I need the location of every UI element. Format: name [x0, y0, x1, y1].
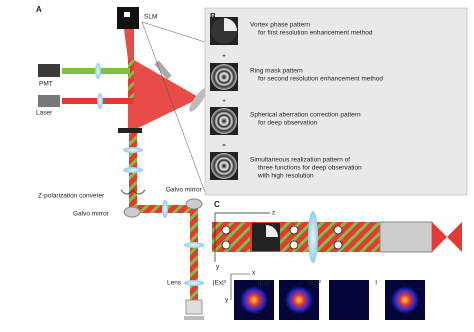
- objective: [379, 221, 433, 253]
- panel-c: C z y x y |Ex|² |Ey|² |Ez|² I: [212, 200, 462, 320]
- pattern-description: for second resolution enhancement method: [258, 76, 383, 83]
- pmt: [38, 64, 60, 77]
- panel-label: A: [36, 5, 42, 14]
- mirror: [154, 60, 172, 80]
- label: SLM: [144, 14, 157, 21]
- pattern-description: for deep observation: [258, 120, 318, 127]
- label: Galvo mirror: [166, 187, 203, 194]
- connector: [141, 21, 206, 43]
- galvo-mirror: [185, 198, 203, 210]
- laser: [38, 95, 60, 107]
- polarization-symbols: [221, 225, 343, 250]
- lens: [184, 280, 204, 286]
- field-spot: [391, 286, 419, 314]
- pattern-image: [211, 153, 237, 179]
- panel-label: B: [210, 12, 216, 21]
- pattern-image: [211, 108, 237, 134]
- label: PMT: [39, 81, 53, 88]
- field-label: |Ez|²: [308, 280, 322, 287]
- beam-mixed: [190, 205, 198, 300]
- axis-label: x: [252, 270, 256, 277]
- field-spot: [240, 286, 268, 314]
- panel-background: [204, 7, 468, 196]
- operator: +: [222, 98, 226, 105]
- pattern-description: with high resolution: [257, 173, 314, 180]
- lens: [184, 242, 204, 248]
- panel-label: C: [214, 200, 220, 209]
- pattern-description: three functions for deep observation: [258, 165, 362, 172]
- lens: [162, 200, 168, 218]
- pattern-title: Ring mask pattern: [250, 68, 303, 75]
- label: Z-polarization conveter: [38, 193, 105, 200]
- lens: [97, 93, 103, 109]
- lens: [95, 63, 101, 79]
- lens: [123, 147, 143, 153]
- mirror: [189, 88, 207, 112]
- connector: [141, 21, 206, 193]
- pattern-image: [224, 18, 237, 31]
- field-image: [329, 280, 369, 320]
- pattern-description: for first resolution enhancement method: [258, 30, 373, 37]
- operator: +: [222, 53, 226, 60]
- axis-label: y: [225, 297, 229, 304]
- beam-focus: [432, 222, 447, 252]
- slm-window: [124, 12, 130, 17]
- slm: [117, 7, 139, 29]
- objective: [185, 299, 203, 315]
- stage: [184, 316, 204, 320]
- field-label: I: [375, 280, 377, 287]
- lens: [308, 211, 318, 263]
- label: Laser: [36, 110, 53, 117]
- pattern-title: Vortex phase pattern: [250, 22, 310, 29]
- beam-focus: [447, 222, 462, 252]
- beam-mixed: [128, 60, 134, 100]
- galvo-mirror: [123, 206, 141, 218]
- pattern-title: Simultaneous realization pattern of: [250, 157, 350, 164]
- slm-pattern: [266, 225, 278, 237]
- beam-red: [124, 29, 200, 128]
- lens: [123, 167, 143, 173]
- panel-a: A SLM PMT Laser Z-polarization conveter …: [36, 5, 207, 320]
- z-converter: [120, 189, 146, 195]
- axis-label: y: [216, 264, 220, 271]
- dichroic: [118, 128, 142, 133]
- pattern-image: [211, 64, 237, 90]
- field-label: |Ex|²: [213, 280, 227, 287]
- field-label: |Ey|²: [258, 280, 272, 287]
- axis-label: z: [272, 210, 275, 217]
- operator: =: [222, 142, 226, 149]
- label: Lens: [167, 280, 182, 287]
- field-spot: [285, 286, 313, 314]
- label: Galvo mirror: [73, 211, 110, 218]
- pattern-title: Spherical aberration correction pattern: [250, 112, 361, 119]
